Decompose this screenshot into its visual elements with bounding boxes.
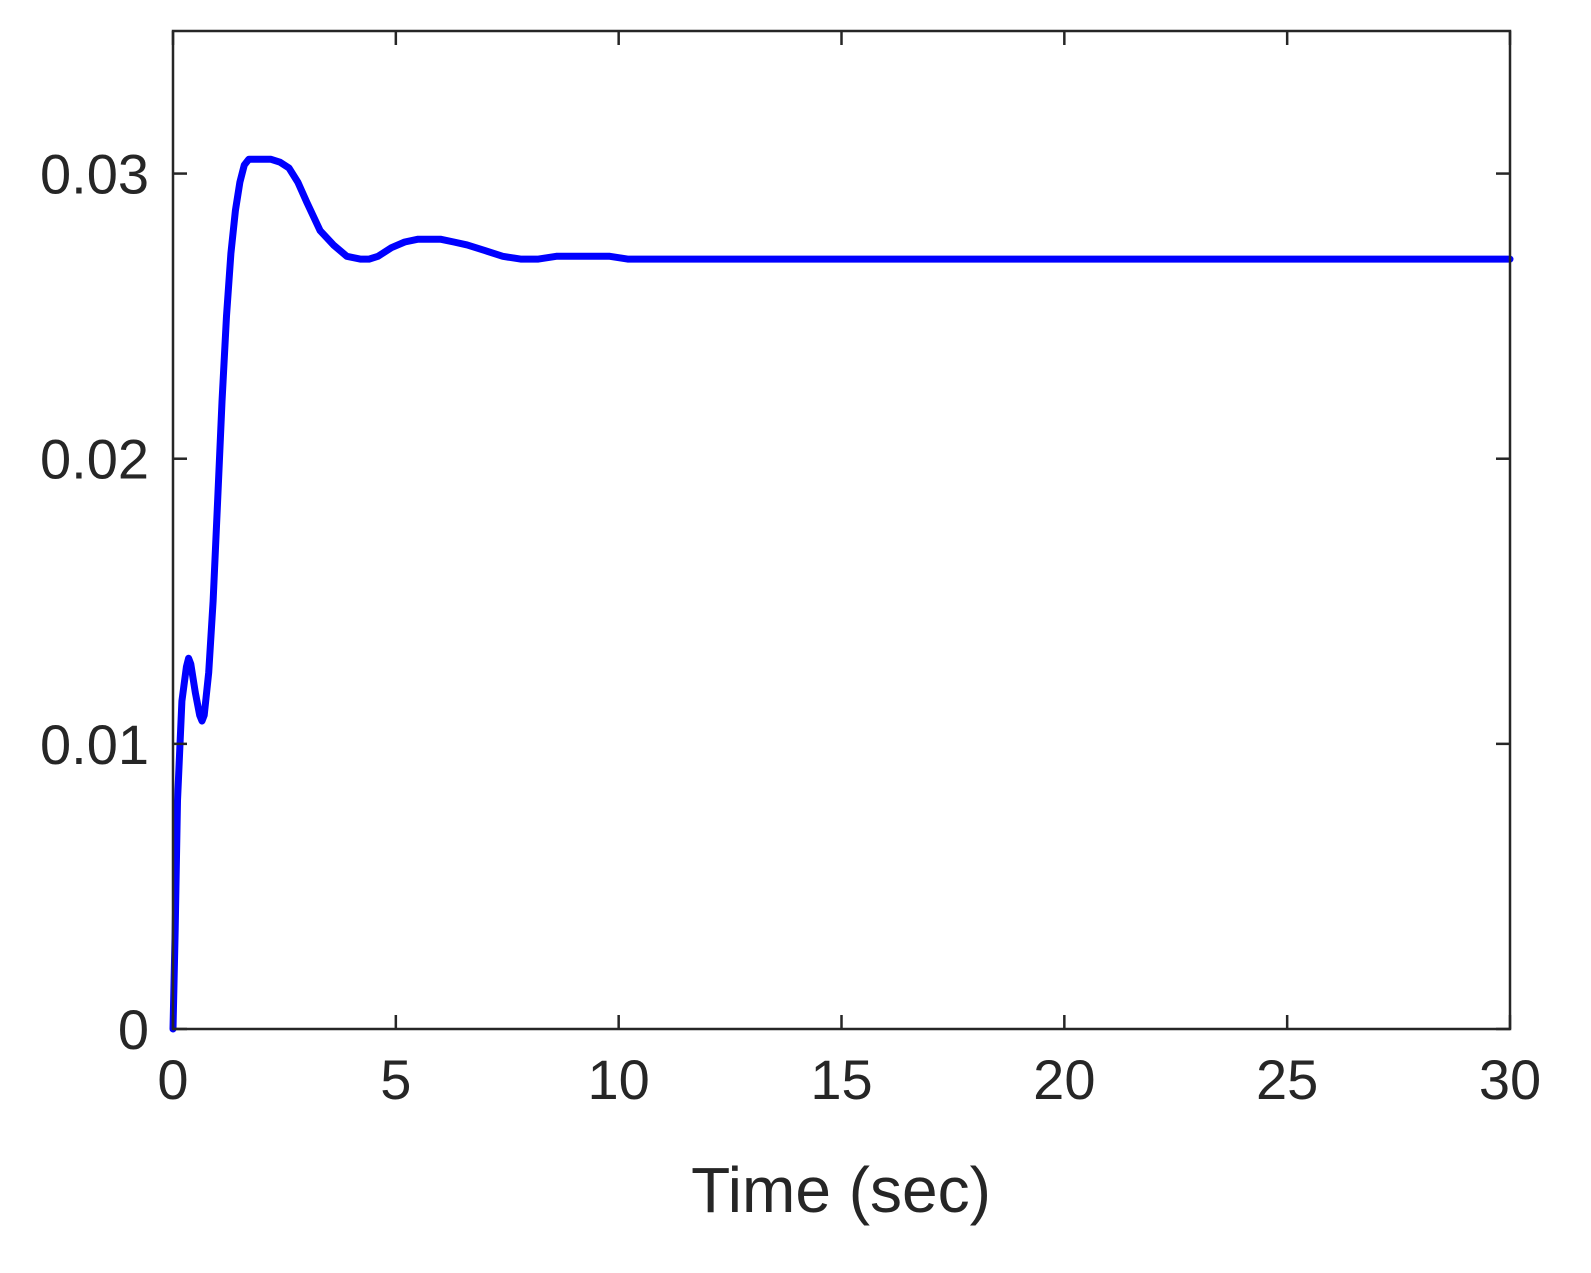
x-axis-label: Time (sec) (691, 1154, 991, 1226)
x-tick-label: 10 (588, 1048, 650, 1111)
y-axis-ticks: 0 0.01 0.02 0.03 (40, 143, 1510, 1061)
y-tick-label: 0.03 (40, 143, 149, 206)
y-tick-label: 0.01 (40, 713, 149, 776)
x-tick-label: 15 (810, 1048, 872, 1111)
x-tick-label: 25 (1256, 1048, 1318, 1111)
x-tick-label: 30 (1479, 1048, 1541, 1111)
x-axis-ticks: 0 5 10 15 20 25 30 (157, 31, 1541, 1111)
y-tick-label: 0 (118, 998, 149, 1061)
x-tick-label: 5 (380, 1048, 411, 1111)
x-tick-label: 20 (1033, 1048, 1095, 1111)
y-tick-label: 0.02 (40, 428, 149, 491)
x-tick-label: 0 (157, 1048, 188, 1111)
series-line-0 (169, 155, 1514, 1033)
